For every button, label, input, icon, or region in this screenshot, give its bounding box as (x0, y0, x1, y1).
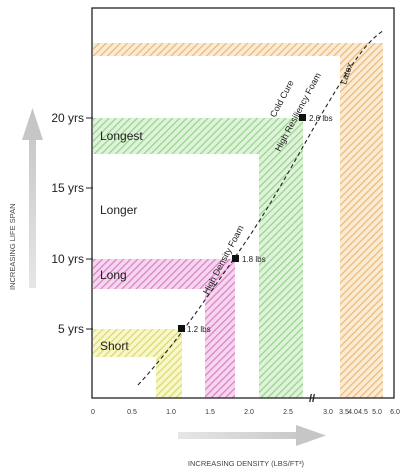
y-tick-label-10: 10 yrs (51, 252, 84, 266)
y-tick-label-5: 5 yrs (58, 322, 84, 336)
x-tick-4.0: 4.0 (348, 409, 358, 416)
marker-label-1-2: 1.2 lbs (187, 325, 211, 334)
x-tick-1.0: 1.0 (166, 409, 176, 416)
plot-frame (91, 7, 395, 399)
y-axis-label: INCREASING LIFE SPAN (8, 203, 17, 290)
y-ticks (86, 117, 93, 330)
band-label-short: Short (100, 339, 129, 353)
up-arrow-icon (22, 108, 43, 288)
band-label-long: Long (100, 268, 127, 282)
x-tick-0.5: 0.5 (127, 409, 137, 416)
x-tick-0: 0 (91, 409, 95, 416)
marker-label-1-8: 1.8 lbs (242, 255, 266, 264)
right-arrow-head (296, 425, 326, 446)
y-tick-label-20: 20 yrs (51, 111, 84, 125)
band-latex-right (340, 43, 383, 398)
x-tick-2.0: 2.0 (244, 409, 254, 416)
x-tick-2.5: 2.5 (283, 409, 293, 416)
x-ticks: 0 0.5 1.0 1.5 2.0 2.5 3.0 3.5 4.0 4.5 5.… (91, 409, 400, 416)
x-tick-4.5: 4.5 (358, 409, 368, 416)
marker-1-8 (232, 255, 239, 262)
right-arrow-shaft (178, 432, 298, 439)
x-tick-3.0: 3.0 (323, 409, 333, 416)
x-tick-5.0: 5.0 (372, 409, 382, 416)
x-tick-6.0: 6.0 (390, 409, 400, 416)
band-longest-right (259, 118, 303, 398)
density-curve (137, 29, 385, 386)
band-short-right (156, 329, 182, 398)
band-latex (93, 43, 383, 398)
band-label-longer: Longer (100, 203, 137, 217)
axis-break: // (309, 393, 315, 405)
y-tick-label-15: 15 yrs (51, 181, 84, 195)
band-long-right (205, 259, 235, 398)
band-latex-top (93, 43, 383, 56)
marker-2-6 (299, 114, 306, 121)
up-arrow-head (22, 108, 43, 140)
marker-1-2 (178, 325, 185, 332)
x-axis-label: INCREASING DENSITY (LBS/FT³) (188, 459, 305, 468)
up-arrow-shaft (29, 138, 36, 288)
band-label-longest: Longest (100, 129, 143, 143)
band-long (93, 259, 235, 398)
band-short (93, 329, 182, 398)
right-arrow-icon (178, 425, 326, 446)
x-tick-1.5: 1.5 (205, 409, 215, 416)
band-longest (93, 118, 303, 398)
marker-label-2-6: 2.6 lbs (309, 114, 333, 123)
x-tick-3.5: 3.5 (339, 409, 349, 416)
